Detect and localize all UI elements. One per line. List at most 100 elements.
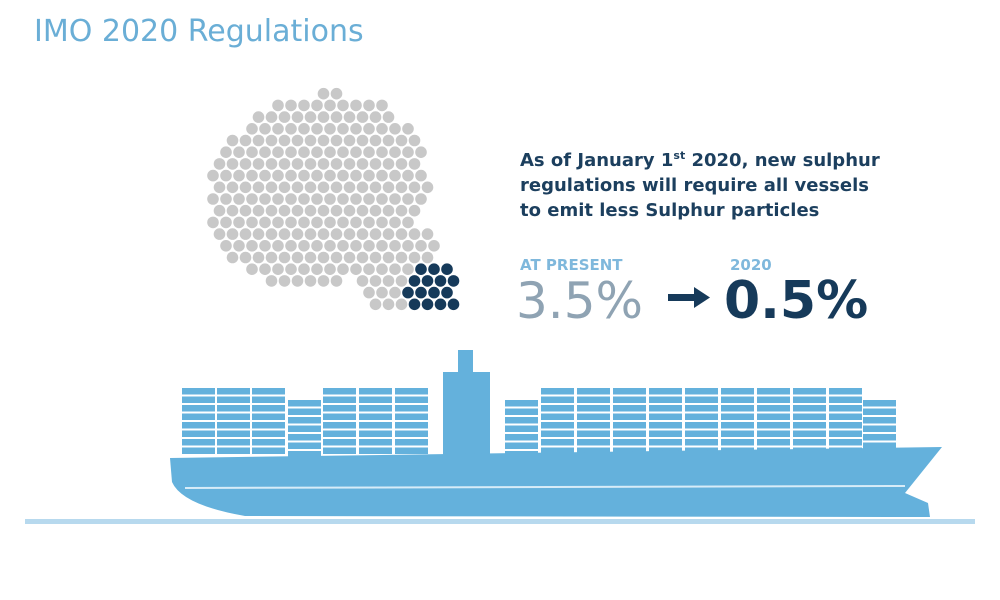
container [217, 439, 250, 446]
smoke-dot [421, 181, 434, 194]
smoke-dot-dark [428, 263, 440, 276]
container [323, 422, 356, 429]
smoke-dot [246, 193, 258, 205]
smoke-dot [311, 193, 323, 205]
smoke-dot-dark [421, 275, 434, 287]
smoke-dot [220, 216, 232, 229]
smoke-dot [356, 181, 369, 194]
container [577, 413, 610, 420]
container [613, 413, 646, 420]
smoke-dot [369, 275, 382, 287]
smoke-dot [363, 146, 375, 158]
present-value: 3.5% [516, 272, 643, 330]
container [252, 405, 285, 412]
smoke-dot [285, 169, 297, 182]
smoke-dot [311, 123, 323, 135]
smoke-dot [369, 181, 382, 194]
smoke-dot [324, 193, 336, 205]
smoke-dot [363, 286, 375, 299]
smoke-dot [311, 169, 323, 182]
smoke-dot [415, 169, 427, 182]
container [757, 388, 790, 395]
container [288, 417, 321, 424]
container [505, 417, 538, 424]
container [613, 422, 646, 429]
smoke-dot [376, 216, 388, 229]
smoke-dot [343, 228, 356, 240]
smoke-dot [298, 169, 310, 182]
smoke-dot [330, 111, 343, 123]
smoke-dot [356, 275, 369, 287]
smoke-dot-dark [434, 298, 447, 311]
smoke-dot [382, 111, 395, 123]
smoke-dot [376, 240, 388, 252]
smoke-dot [330, 158, 343, 170]
smoke-dot [369, 134, 382, 147]
smoke-dot [324, 216, 336, 229]
smoke-dot-dark [408, 298, 421, 311]
smoke-dot [350, 99, 362, 112]
container [395, 396, 428, 403]
arrow-shaft [668, 294, 696, 301]
container [649, 413, 682, 420]
hull-stripe [184, 485, 906, 489]
smoke-dot [207, 169, 219, 182]
smoke-dot [278, 181, 291, 194]
smoke-dot [311, 99, 323, 112]
smoke-dot [395, 158, 408, 170]
smoke-dot-dark [408, 275, 421, 287]
smoke-dot [233, 193, 245, 205]
container [288, 425, 321, 432]
container [541, 388, 574, 395]
container [541, 439, 574, 446]
container [395, 405, 428, 412]
smoke-dot [330, 87, 343, 100]
container [288, 442, 321, 449]
container [395, 439, 428, 446]
smoke-dot [265, 111, 278, 123]
container [721, 439, 754, 446]
smoke-dot [278, 134, 291, 147]
smoke-dot [415, 146, 427, 158]
smoke-dot-dark [441, 263, 453, 276]
container [323, 396, 356, 403]
smoke-dot [278, 158, 291, 170]
smoke-dot [389, 123, 401, 135]
smoke-dot [356, 111, 369, 123]
smoke-dot [402, 146, 414, 158]
smoke-dot [298, 216, 310, 229]
container [541, 447, 574, 454]
smoke-dot [298, 123, 310, 135]
statement-superscript: st [673, 149, 685, 162]
smoke-dot [311, 240, 323, 252]
smoke-dot [337, 146, 349, 158]
smoke-dot [369, 204, 382, 217]
smoke-dot [350, 146, 362, 158]
smoke-dot [382, 228, 395, 240]
smoke-dot [317, 251, 330, 264]
smoke-dot [272, 216, 284, 229]
smoke-dot [421, 251, 434, 264]
smoke-dot [265, 204, 278, 217]
future-label: 2020 [730, 256, 772, 274]
container [649, 422, 682, 429]
smoke-dot [226, 204, 239, 217]
container [757, 413, 790, 420]
ship [170, 350, 942, 517]
smoke-dot [285, 193, 297, 205]
smoke-dot [259, 263, 271, 276]
smoke-dot [356, 228, 369, 240]
smoke-dot [330, 228, 343, 240]
smoke-dot [324, 123, 336, 135]
container [182, 413, 215, 420]
smoke-dot [252, 204, 265, 217]
container [288, 434, 321, 441]
smoke-dot [376, 286, 388, 299]
smoke-dot-dark [447, 275, 460, 287]
smoke-dot [395, 251, 408, 264]
container [359, 430, 392, 437]
smoke-dot [311, 216, 323, 229]
smoke-dot [278, 111, 291, 123]
smoke-dot [291, 181, 304, 194]
smoke-dot [252, 251, 265, 264]
